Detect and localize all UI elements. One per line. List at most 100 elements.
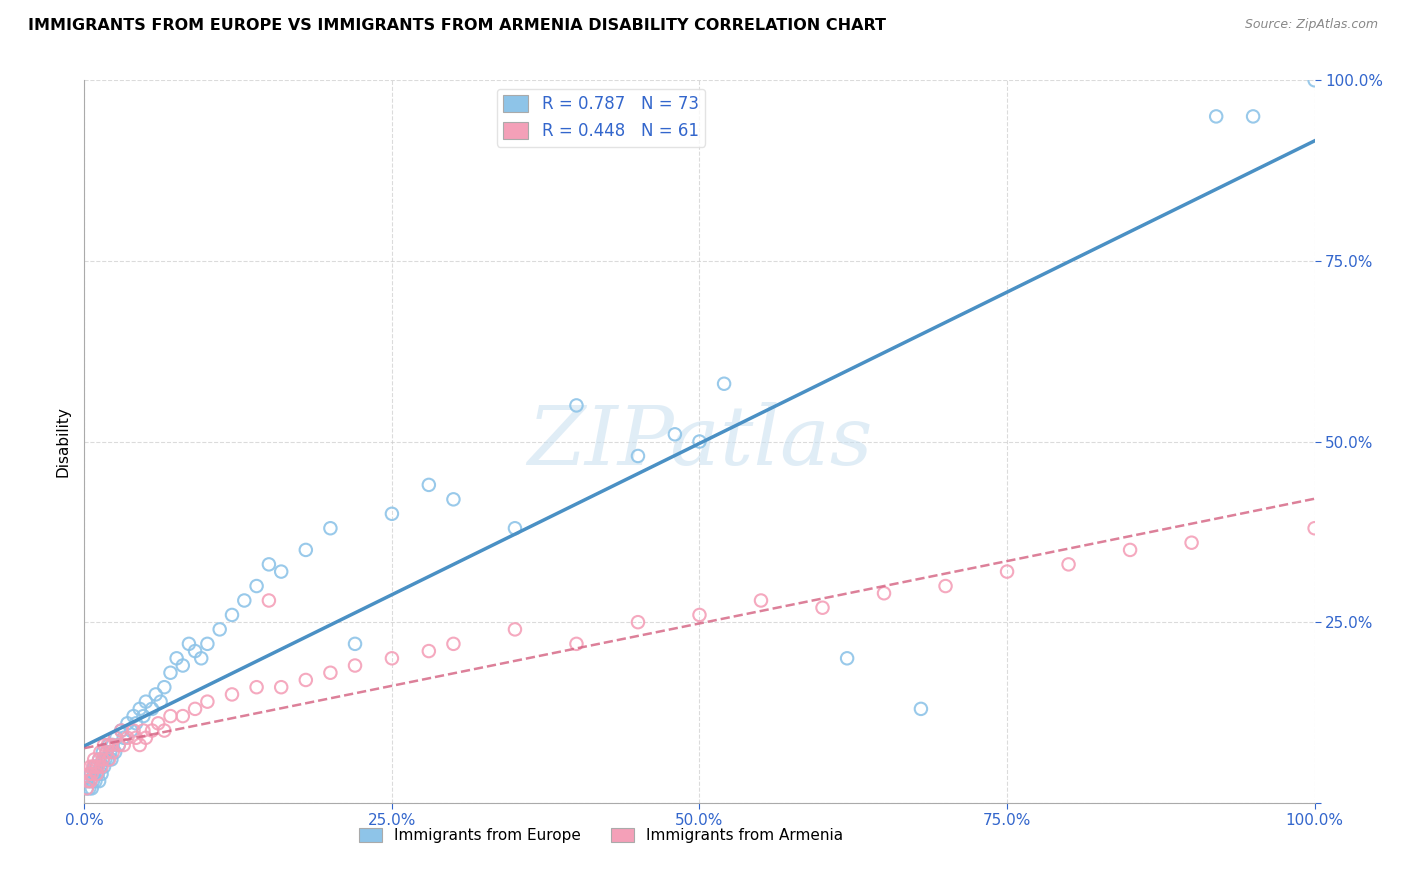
Point <box>87 752 111 766</box>
Point <box>76 781 98 796</box>
Point <box>689 434 711 449</box>
Point <box>83 767 105 781</box>
Point <box>141 702 163 716</box>
Point <box>381 651 404 665</box>
Point <box>79 767 101 781</box>
Point <box>101 745 124 759</box>
Point <box>995 565 1018 579</box>
Point <box>82 760 104 774</box>
Point <box>145 687 167 701</box>
Point <box>117 716 139 731</box>
Legend: Immigrants from Europe, Immigrants from Armenia: Immigrants from Europe, Immigrants from … <box>353 822 849 849</box>
Point <box>503 623 526 637</box>
Point <box>125 731 148 745</box>
Point <box>319 521 342 535</box>
Point <box>166 651 188 665</box>
Point <box>101 738 124 752</box>
Point <box>90 767 112 781</box>
Point <box>79 767 101 781</box>
Point <box>149 695 172 709</box>
Point <box>689 607 711 622</box>
Point <box>97 738 120 752</box>
Point <box>98 738 120 752</box>
Point <box>108 738 131 752</box>
Point <box>79 774 101 789</box>
Point <box>105 731 128 745</box>
Point <box>77 774 100 789</box>
Point <box>128 738 150 752</box>
Point <box>141 723 163 738</box>
Point <box>627 449 650 463</box>
Point <box>110 723 132 738</box>
Point <box>153 680 176 694</box>
Point <box>197 637 219 651</box>
Point <box>246 680 269 694</box>
Point <box>270 565 292 579</box>
Point <box>80 781 103 796</box>
Point <box>418 644 440 658</box>
Point <box>87 752 111 766</box>
Text: IMMIGRANTS FROM EUROPE VS IMMIGRANTS FROM ARMENIA DISABILITY CORRELATION CHART: IMMIGRANTS FROM EUROPE VS IMMIGRANTS FRO… <box>28 18 886 33</box>
Point <box>108 738 131 752</box>
Point <box>749 593 772 607</box>
Point <box>91 752 114 766</box>
Point <box>84 760 107 774</box>
Point <box>128 702 150 716</box>
Point <box>172 709 194 723</box>
Point <box>1241 110 1264 124</box>
Point <box>1181 535 1204 549</box>
Point <box>94 752 117 766</box>
Point <box>80 767 103 781</box>
Point <box>112 731 135 745</box>
Point <box>1205 110 1227 124</box>
Point <box>117 731 139 745</box>
Point <box>319 665 342 680</box>
Point <box>100 738 122 752</box>
Point <box>135 731 157 745</box>
Point <box>713 376 735 391</box>
Point <box>86 767 108 781</box>
Point <box>84 774 107 789</box>
Point <box>257 593 280 607</box>
Point <box>122 723 145 738</box>
Point <box>233 593 256 607</box>
Point <box>132 709 155 723</box>
Point <box>503 521 526 535</box>
Point <box>96 745 118 759</box>
Point <box>93 760 115 774</box>
Point <box>79 781 101 796</box>
Point <box>112 738 135 752</box>
Point <box>82 774 104 789</box>
Point <box>122 709 145 723</box>
Point <box>96 745 118 759</box>
Point <box>443 492 465 507</box>
Point <box>344 658 367 673</box>
Point <box>100 752 122 766</box>
Point <box>257 558 280 572</box>
Point <box>1303 73 1326 87</box>
Point <box>190 651 212 665</box>
Point <box>135 695 157 709</box>
Point <box>110 723 132 738</box>
Point <box>565 637 588 651</box>
Point <box>159 665 181 680</box>
Point <box>90 760 112 774</box>
Point <box>153 723 176 738</box>
Point <box>79 760 101 774</box>
Point <box>295 542 318 557</box>
Point <box>76 781 98 796</box>
Point <box>910 702 932 716</box>
Point <box>132 723 155 738</box>
Point <box>221 687 243 701</box>
Point <box>86 767 108 781</box>
Point <box>443 637 465 651</box>
Point <box>87 774 111 789</box>
Point <box>125 716 148 731</box>
Point <box>104 731 127 745</box>
Point <box>89 760 111 774</box>
Point <box>120 723 142 738</box>
Point <box>811 600 834 615</box>
Point <box>1119 542 1142 557</box>
Y-axis label: Disability: Disability <box>55 406 70 477</box>
Point <box>935 579 957 593</box>
